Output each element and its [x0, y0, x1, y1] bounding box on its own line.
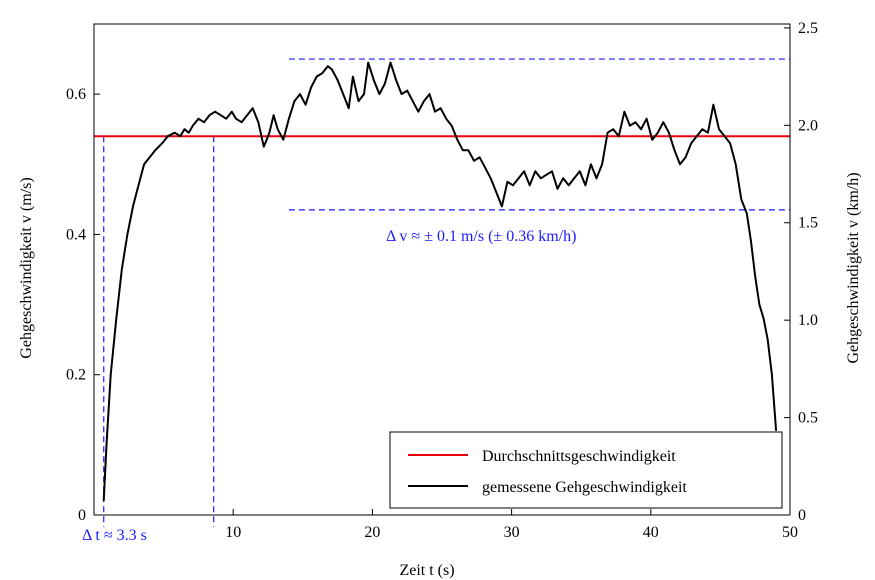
- right-tick-label: 2.0: [798, 117, 818, 134]
- delta-v-annotation: Δ v ≈ ± 0.1 m/s (± 0.36 km/h): [386, 228, 576, 245]
- x-tick-label: 20: [364, 524, 380, 541]
- x-axis-label: Zeit t (s): [399, 562, 454, 579]
- x-tick-label: 30: [504, 524, 520, 541]
- legend-average-label: Durchschnittsgeschwindigkeit: [482, 448, 676, 465]
- plot-frame: [93, 23, 791, 516]
- delta-t-annotation: Δ t ≈ 3.3 s: [82, 527, 147, 544]
- plot-area: [93, 23, 791, 527]
- right-tick-label: 0: [798, 507, 806, 524]
- x-tick-label: 50: [782, 524, 798, 541]
- left-tick-label: 0: [78, 507, 86, 524]
- x-tick-label: 10: [225, 524, 241, 541]
- right-tick-label: 1.0: [798, 312, 818, 329]
- left-y-axis: 0 0.2 0.4 0.6: [66, 86, 100, 524]
- right-y-axis: 0 0.5 1.0 1.5 2.0 2.5: [784, 20, 818, 524]
- left-tick-label: 0.2: [66, 367, 86, 384]
- legend-measured-label: gemessene Gehgeschwindigkeit: [482, 479, 687, 496]
- x-axis: 10 20 30 40 50: [225, 509, 798, 541]
- legend: Durchschnittsgeschwindigkeit gemessene G…: [389, 431, 783, 509]
- left-tick-label: 0.6: [66, 86, 86, 103]
- x-tick-label: 40: [643, 524, 659, 541]
- left-y-axis-label: Gehgeschwindigkeit v (m/s): [18, 177, 35, 358]
- right-tick-label: 1.5: [798, 215, 818, 232]
- right-tick-label: 2.5: [798, 20, 818, 37]
- right-y-axis-label: Gehgeschwindigkeit v (km/h): [845, 172, 862, 363]
- right-tick-label: 0.5: [798, 410, 818, 427]
- left-tick-label: 0.4: [66, 226, 86, 243]
- measured-speed-line: [102, 61, 778, 502]
- legend-box: [389, 431, 783, 509]
